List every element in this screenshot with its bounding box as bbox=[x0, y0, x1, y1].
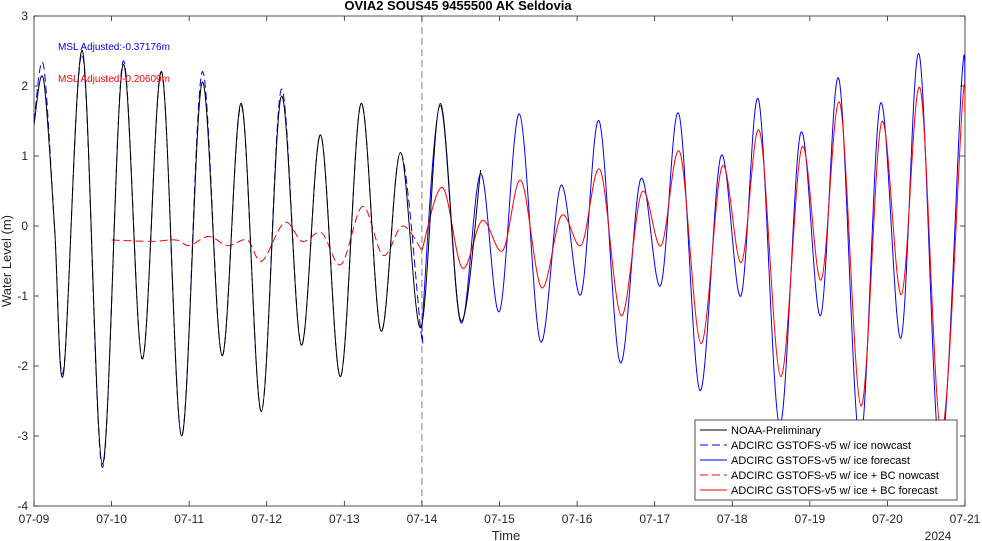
y-tick-label: -1 bbox=[17, 289, 28, 303]
legend-label: ADCIRC GSTOFS-v5 w/ ice nowcast bbox=[731, 440, 911, 452]
y-tick-label: 2 bbox=[21, 79, 28, 93]
series-line-adcirc-gstofs-v5-w-ice-bc-forecast bbox=[421, 83, 965, 434]
y-axis-label: Water Level (m) bbox=[0, 215, 14, 307]
y-tick-label: 0 bbox=[21, 219, 28, 233]
x-tick-label: 07-21 bbox=[950, 512, 981, 526]
series-group bbox=[34, 50, 965, 469]
legend-label: ADCIRC GSTOFS-v5 w/ ice + BC nowcast bbox=[731, 470, 939, 482]
y-tick-label: -3 bbox=[17, 429, 28, 443]
x-axis-label: Time bbox=[492, 528, 520, 541]
series-line-noaa-preliminary bbox=[34, 50, 482, 465]
x-tick-label: 07-09 bbox=[19, 512, 50, 526]
x-tick-label: 07-20 bbox=[872, 512, 903, 526]
x-tick-label: 07-14 bbox=[407, 512, 438, 526]
legend-label: ADCIRC GSTOFS-v5 w/ ice forecast bbox=[731, 455, 910, 467]
x-tick-label: 07-19 bbox=[794, 512, 825, 526]
x-tick-label: 07-12 bbox=[251, 512, 282, 526]
x-axis: 07-09 07-10 07-11 07-12 07-13 07-14 07-15 07-16… bbox=[19, 16, 981, 526]
x-tick-label: 07-13 bbox=[329, 512, 360, 526]
chart-title: OVIA2 SOUS45 9455500 AK Seldovia bbox=[344, 0, 572, 13]
legend-box bbox=[694, 419, 958, 501]
x-tick-label: 07-18 bbox=[717, 512, 748, 526]
msl-annotations: MSL Adjusted:-0.37176m MSL Adjusted:-0.20… bbox=[58, 42, 170, 85]
series-line-adcirc-gstofs-v5-w-ice-forecast bbox=[421, 53, 965, 458]
legend: NOAA-Preliminary ADCIRC GSTOFS-v5 w/ ice … bbox=[694, 419, 958, 501]
y-tick-label: -2 bbox=[17, 359, 28, 373]
y-tick-label: 3 bbox=[21, 9, 28, 23]
legend-label: ADCIRC GSTOFS-v5 w/ ice + BC forecast bbox=[731, 485, 938, 497]
x-tick-label: 07-15 bbox=[484, 512, 515, 526]
y-axis: -4 -3 -2 -1 0 1 2 3 bbox=[17, 9, 965, 513]
series-line-adcirc-gstofs-v5-w-ice-bc-nowcast bbox=[111, 205, 423, 266]
legend-label: NOAA-Preliminary bbox=[731, 425, 821, 437]
x-tick-label: 07-10 bbox=[96, 512, 127, 526]
year-label: 2024 bbox=[925, 529, 952, 541]
y-tick-label: -4 bbox=[17, 499, 28, 513]
x-tick-label: 07-17 bbox=[639, 512, 670, 526]
y-tick-label: 1 bbox=[21, 149, 28, 163]
msl-annotation: MSL Adjusted:-0.37176m bbox=[58, 42, 170, 53]
x-tick-label: 07-16 bbox=[562, 512, 593, 526]
x-tick-label: 07-11 bbox=[174, 512, 204, 526]
msl-annotation: MSL Adjusted:-0.20609m bbox=[58, 74, 170, 85]
